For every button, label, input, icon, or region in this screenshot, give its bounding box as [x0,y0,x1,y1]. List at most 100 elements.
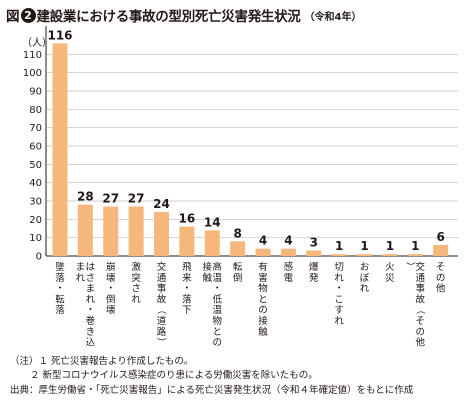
svg-text:の: の [258,305,268,316]
bar [179,226,195,256]
svg-text:お: お [360,262,370,273]
svg-text:崩: 崩 [106,261,116,273]
figure-number-badge: 2 [20,7,36,23]
bar [204,230,220,256]
bar [280,248,296,256]
svg-text:ま: ま [76,262,86,273]
bar [154,212,169,256]
svg-text:す: す [334,305,344,316]
category-label: 感電 [284,261,294,284]
bar [52,43,68,257]
svg-text:倒: 倒 [233,272,243,284]
value-label: 16 [179,212,196,226]
svg-text:れ: れ [131,294,141,305]
category-label: 転倒 [233,262,243,284]
svg-text:れ: れ [334,316,344,327]
svg-text:道: 道 [157,315,167,327]
svg-text:・: ・ [106,284,116,295]
title-text: 建設業における事故の型別死亡災害発生状況 [36,9,301,25]
svg-text:爆: 爆 [309,261,319,273]
gridlines [46,53,458,239]
svg-text:巻: 巻 [86,315,96,327]
svg-text:災: 災 [385,273,395,284]
bar [306,250,322,256]
svg-text:壊: 壊 [106,272,116,284]
svg-text:交: 交 [157,261,167,273]
svg-text:の: の [212,338,222,349]
bar [255,248,271,256]
svg-text:交: 交 [415,261,425,273]
svg-text:激: 激 [131,261,141,273]
svg-text:他: 他 [415,337,425,349]
value-label: 1 [360,239,368,253]
category-label: 火災 [385,262,395,284]
y-tick-label: 0 [36,252,42,263]
svg-text:れ: れ [360,284,370,295]
svg-text:（: （ [155,305,167,315]
y-axis-unit: （人） [22,37,52,49]
svg-text:温: 温 [212,273,222,284]
y-tick-label: 20 [29,215,42,226]
svg-text:・: ・ [55,284,65,295]
y-tick-label: 110 [23,50,42,61]
bar [128,206,144,256]
svg-text:ぼ: ぼ [360,273,370,284]
svg-text:切: 切 [334,262,344,273]
svg-text:低: 低 [212,293,222,305]
svg-text:れ: れ [76,273,86,284]
svg-text:さ: さ [131,284,141,295]
svg-text:墜: 墜 [55,261,65,273]
bar [433,245,449,256]
note-2: ２ 新型コロナウイルス感染症のり患による労働災害を除いたもの。 [30,370,318,381]
svg-text:触: 触 [202,272,212,284]
svg-text:接: 接 [202,261,212,273]
y-tick-label: 80 [29,105,42,116]
svg-text:（: （ [414,305,426,315]
svg-text:転: 転 [233,262,243,273]
svg-text:落: 落 [55,272,65,284]
category-label: 爆発 [309,261,319,284]
svg-text:倒: 倒 [106,293,116,305]
category-label: 墜落・転落 [55,261,65,316]
bar [407,254,423,256]
svg-text:害: 害 [258,272,268,284]
svg-text:そ: そ [415,316,425,327]
svg-text:の: の [415,327,425,338]
svg-text:来: 来 [182,273,192,284]
svg-text:事: 事 [415,283,425,295]
svg-text:・: ・ [334,284,344,295]
svg-text:通: 通 [157,273,167,284]
svg-text:突: 突 [131,272,141,284]
svg-text:落: 落 [182,293,192,305]
value-label: 116 [47,28,72,42]
svg-text:こ: こ [334,294,344,305]
y-tick-label: 50 [29,160,42,171]
y-tick-label: 100 [23,68,42,79]
svg-text:電: 電 [284,273,294,284]
svg-text:）: ） [155,337,167,347]
svg-text:と: と [212,327,222,338]
svg-text:れ: れ [334,273,344,284]
svg-text:物: 物 [258,283,268,295]
value-label: 4 [284,234,292,248]
value-label: 14 [204,215,221,229]
svg-text:事: 事 [157,283,167,295]
y-tick-label: 40 [29,178,42,189]
value-label: 27 [102,192,119,206]
bar [382,254,398,256]
figure-label: 図 [6,9,20,25]
y-tick-label: 70 [29,123,42,134]
bar [230,241,246,256]
value-label: 1 [411,239,419,253]
value-label: 1 [335,239,343,253]
svg-text:・: ・ [86,305,96,316]
value-label: 24 [153,197,170,211]
svg-text:そ: そ [436,262,446,273]
y-tick-label: 30 [29,197,42,208]
svg-text:は: は [86,262,96,273]
